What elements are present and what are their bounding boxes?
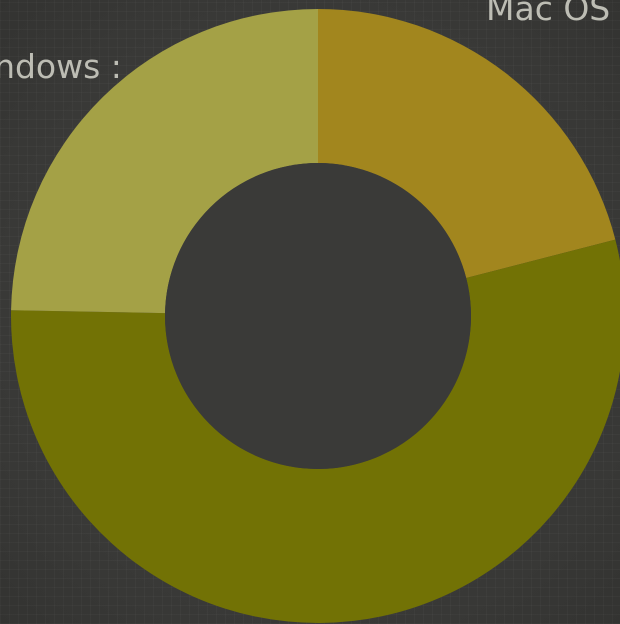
mac-label-name: Mac OS [486,0,611,28]
donut-slice-mac-os [318,9,616,278]
windows-label-value: 7 [0,87,122,127]
windows-label-name: Windows : [0,47,122,86]
donut-slice-slice-2 [11,239,620,623]
donut-slices [11,9,620,623]
donut-hole [165,163,471,469]
donut-slice-windows [11,9,319,314]
mac-callout-label: Mac OS [486,0,610,29]
windows-callout-label: Windows : 7 [0,47,122,127]
